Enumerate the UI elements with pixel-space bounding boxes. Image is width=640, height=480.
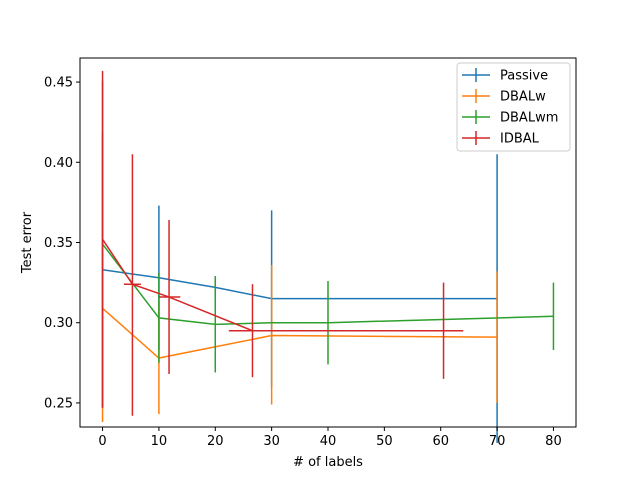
legend: Passive DBALw DBALwm IDBAL — [456, 62, 571, 152]
legend-item-dbalwm: DBALwm — [462, 110, 558, 126]
x-tick-label: 20 — [207, 434, 224, 449]
x-tick-label: 30 — [263, 434, 280, 449]
legend-label-dbalwm: DBALwm — [500, 111, 558, 126]
x-tick-label: 10 — [151, 434, 168, 449]
y-tick-label: 0.40 — [44, 156, 73, 171]
legend-label-passive: Passive — [500, 69, 548, 84]
y-tick-label: 0.30 — [44, 316, 73, 331]
y-tick-label: 0.45 — [44, 76, 73, 91]
x-axis-label: # of labels — [293, 455, 363, 470]
x-tick-label: 70 — [489, 434, 506, 449]
legend-box — [456, 62, 571, 152]
y-axis-label: Test error — [20, 211, 35, 274]
x-tick-label: 0 — [98, 434, 106, 449]
legend-label-idbal: IDBAL — [500, 132, 540, 147]
x-tick-label: 60 — [432, 434, 449, 449]
y-tick-label: 0.25 — [44, 396, 73, 411]
series-line-passive — [102, 269, 498, 300]
series-line-dbalwm — [101, 243, 554, 326]
y-axis: 0.25 0.30 0.35 0.40 0.45 — [44, 76, 80, 411]
x-tick-label: 40 — [320, 434, 337, 449]
x-tick-label: 50 — [376, 434, 393, 449]
x-axis: 0 10 20 30 40 50 60 70 80 — [98, 427, 562, 449]
y-tick-label: 0.35 — [44, 236, 73, 251]
legend-item-idbal: IDBAL — [462, 131, 540, 147]
legend-label-dbalw: DBALw — [500, 90, 546, 105]
series-idbal — [101, 70, 464, 416]
series-layer — [101, 70, 555, 444]
x-tick-label: 80 — [545, 434, 562, 449]
legend-item-passive: Passive — [462, 68, 548, 84]
legend-item-dbalw: DBALw — [462, 89, 546, 105]
